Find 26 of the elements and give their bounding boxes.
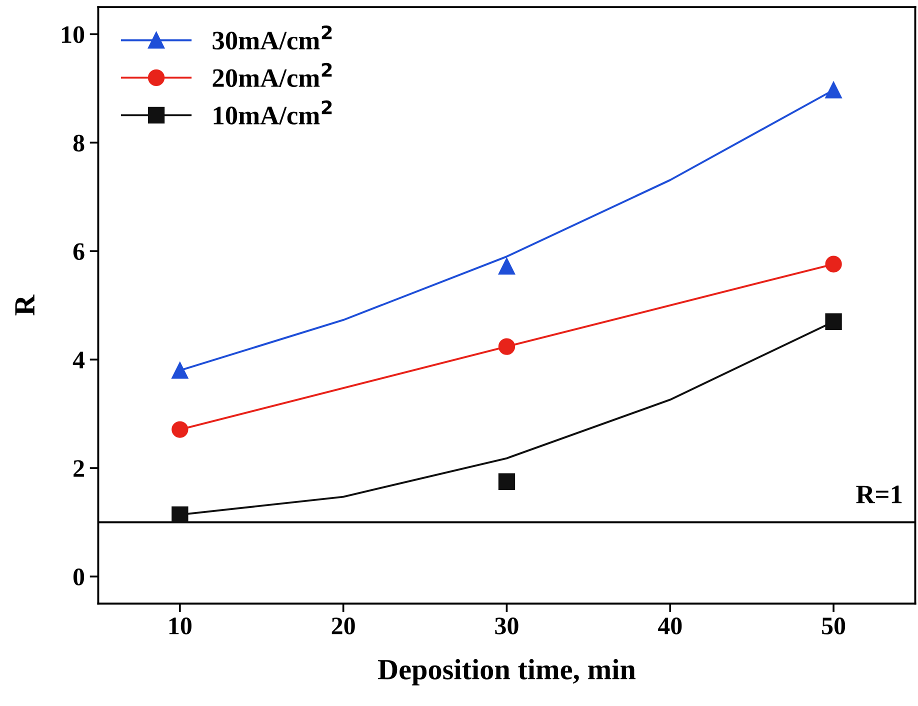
legend-label: 10mA/cm$^{2}$ bbox=[214, 100, 332, 124]
x-tick-label: 50 bbox=[822, 618, 846, 634]
y-tick-label: 8 bbox=[73, 134, 84, 152]
legend-label: 20mA/cm$^{2}$ bbox=[212, 62, 332, 87]
ref-line-label: R=1 bbox=[856, 486, 902, 504]
point bbox=[498, 473, 516, 490]
y-tick-label: 10 bbox=[62, 26, 84, 44]
x-tick-label: 20 bbox=[332, 618, 355, 634]
x-tick-label: 40 bbox=[658, 618, 682, 634]
point bbox=[498, 338, 516, 355]
x-tick-label: 30 bbox=[495, 618, 518, 634]
point bbox=[172, 362, 188, 379]
y-tick-label: 4 bbox=[72, 352, 85, 368]
y-tick-label: 2 bbox=[74, 460, 84, 477]
y-tick-label: 0 bbox=[73, 568, 84, 586]
y-tick-label: 6 bbox=[73, 243, 84, 260]
point bbox=[498, 258, 516, 275]
point bbox=[172, 421, 188, 438]
legend-label: 30mA/cm$^{2}$ bbox=[212, 25, 332, 50]
point bbox=[172, 506, 188, 524]
x-tick-label: 10 bbox=[169, 618, 192, 634]
point bbox=[825, 256, 842, 272]
y-axis-title: R bbox=[15, 294, 34, 316]
point bbox=[825, 313, 842, 330]
point bbox=[825, 82, 842, 98]
x-axis-title: Deposition time, min bbox=[378, 658, 636, 686]
